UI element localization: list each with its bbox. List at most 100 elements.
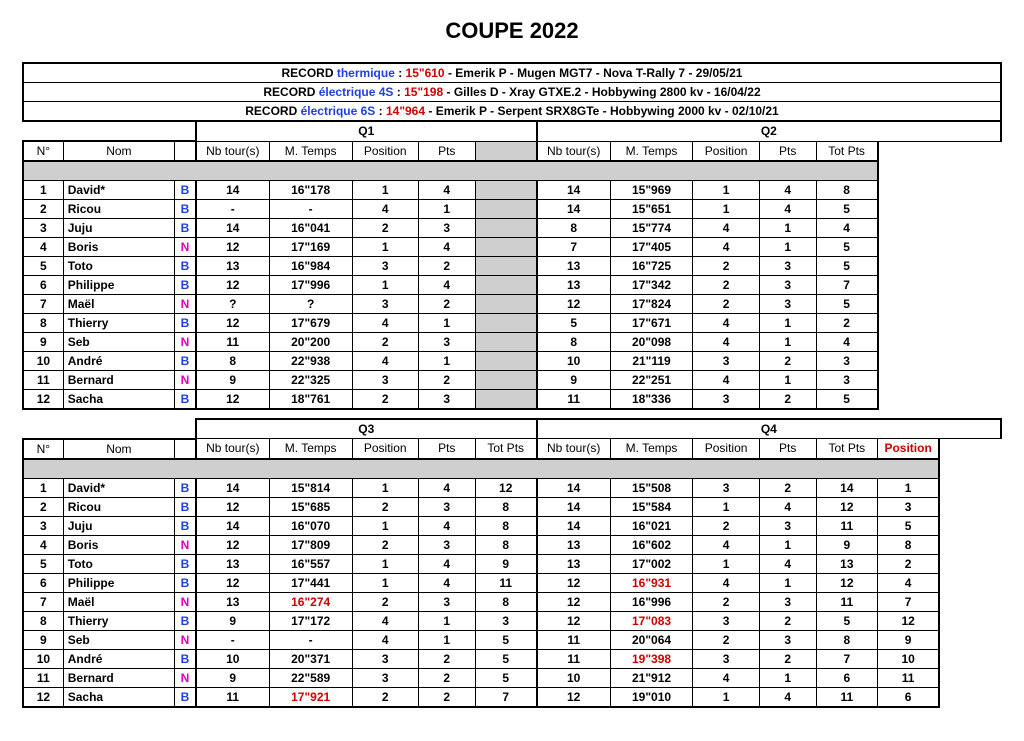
row-name: Juju [63,516,174,535]
row-name: Bernard [63,668,174,687]
class-mark: N [175,630,196,649]
row-name: Sacha [63,687,174,707]
row-name: Philippe [63,573,174,592]
row-num: 10 [23,352,63,371]
row-num: 4 [23,535,63,554]
record-row: RECORD électrique 4S : 15"198 - Gilles D… [23,83,1001,102]
class-mark: B [175,390,196,410]
row-name: Sacha [63,390,174,410]
row-num: 12 [23,687,63,707]
final-position: 3 [878,497,940,516]
tot-pts: 5 [816,295,878,314]
col-nom: Nom [63,141,174,161]
row-name: Toto [63,257,174,276]
class-mark: B [175,276,196,295]
row-num: 7 [23,592,63,611]
row-name: Seb [63,333,174,352]
row-num: 11 [23,668,63,687]
class-mark: B [175,687,196,707]
row-name: Boris [63,238,174,257]
final-position: 5 [878,516,940,535]
record-row: RECORD électrique 6S : 14"964 - Emerik P… [23,102,1001,122]
class-mark: N [175,333,196,352]
row-name: Boris [63,535,174,554]
class-mark: B [175,181,196,200]
final-position: 4 [878,573,940,592]
row-name: David* [63,181,174,200]
final-position: 6 [878,687,940,707]
row-num: 2 [23,200,63,219]
page-title: COUPE 2022 [22,18,1002,44]
tot-pts: 4 [816,219,878,238]
class-mark: B [175,314,196,333]
tot-pts: 5 [816,200,878,219]
q2-header: Q2 [537,121,1001,141]
results-table: RECORD thermique : 15"610 - Emerik P - M… [22,62,1002,708]
final-position: 7 [878,592,940,611]
tot-pts: 5 [816,238,878,257]
final-position: 2 [878,554,940,573]
class-mark: B [175,649,196,668]
final-position: 10 [878,649,940,668]
tot-pts: 3 [816,371,878,390]
tot-pts: 8 [816,181,878,200]
row-num: 3 [23,516,63,535]
row-num: 8 [23,611,63,630]
class-mark: B [175,516,196,535]
final-position: 8 [878,535,940,554]
row-name: Ricou [63,200,174,219]
class-mark: B [175,554,196,573]
class-mark: B [175,352,196,371]
row-name: Seb [63,630,174,649]
class-mark: B [175,257,196,276]
class-mark: B [175,573,196,592]
row-num: 1 [23,478,63,497]
row-name: Maël [63,592,174,611]
class-mark: B [175,478,196,497]
row-name: Juju [63,219,174,238]
row-name: Thierry [63,611,174,630]
row-num: 6 [23,276,63,295]
col-pos: Position [352,141,418,161]
final-position: 9 [878,630,940,649]
row-num: 3 [23,219,63,238]
col-final-pos: Position [878,439,940,459]
row-name: David* [63,478,174,497]
final-position: 1 [878,478,940,497]
class-mark: B [175,497,196,516]
row-num: 10 [23,649,63,668]
row-name: Philippe [63,276,174,295]
class-mark: N [175,295,196,314]
class-mark: N [175,535,196,554]
row-name: Ricou [63,497,174,516]
class-mark: B [175,200,196,219]
col-mt: M. Temps [269,141,352,161]
row-num: 1 [23,181,63,200]
q1-header: Q1 [196,121,537,141]
row-name: André [63,649,174,668]
row-num: 5 [23,257,63,276]
q3-header: Q3 [196,419,537,439]
row-num: 12 [23,390,63,410]
row-num: 9 [23,333,63,352]
col-nb: Nb tour(s) [196,141,269,161]
row-name: Toto [63,554,174,573]
class-mark: N [175,668,196,687]
record-row: RECORD thermique : 15"610 - Emerik P - M… [23,63,1001,83]
tot-pts: 7 [816,276,878,295]
class-mark: B [175,219,196,238]
class-mark: B [175,611,196,630]
row-num: 2 [23,497,63,516]
tot-pts: 4 [816,333,878,352]
col-pts: Pts [418,141,475,161]
row-num: 9 [23,630,63,649]
tot-pts: 5 [816,257,878,276]
col-tot: Tot Pts [816,141,878,161]
class-mark: N [175,238,196,257]
row-name: Bernard [63,371,174,390]
row-num: 6 [23,573,63,592]
tot-pts: 3 [816,352,878,371]
tot-pts: 5 [816,390,878,410]
row-name: André [63,352,174,371]
row-num: 7 [23,295,63,314]
